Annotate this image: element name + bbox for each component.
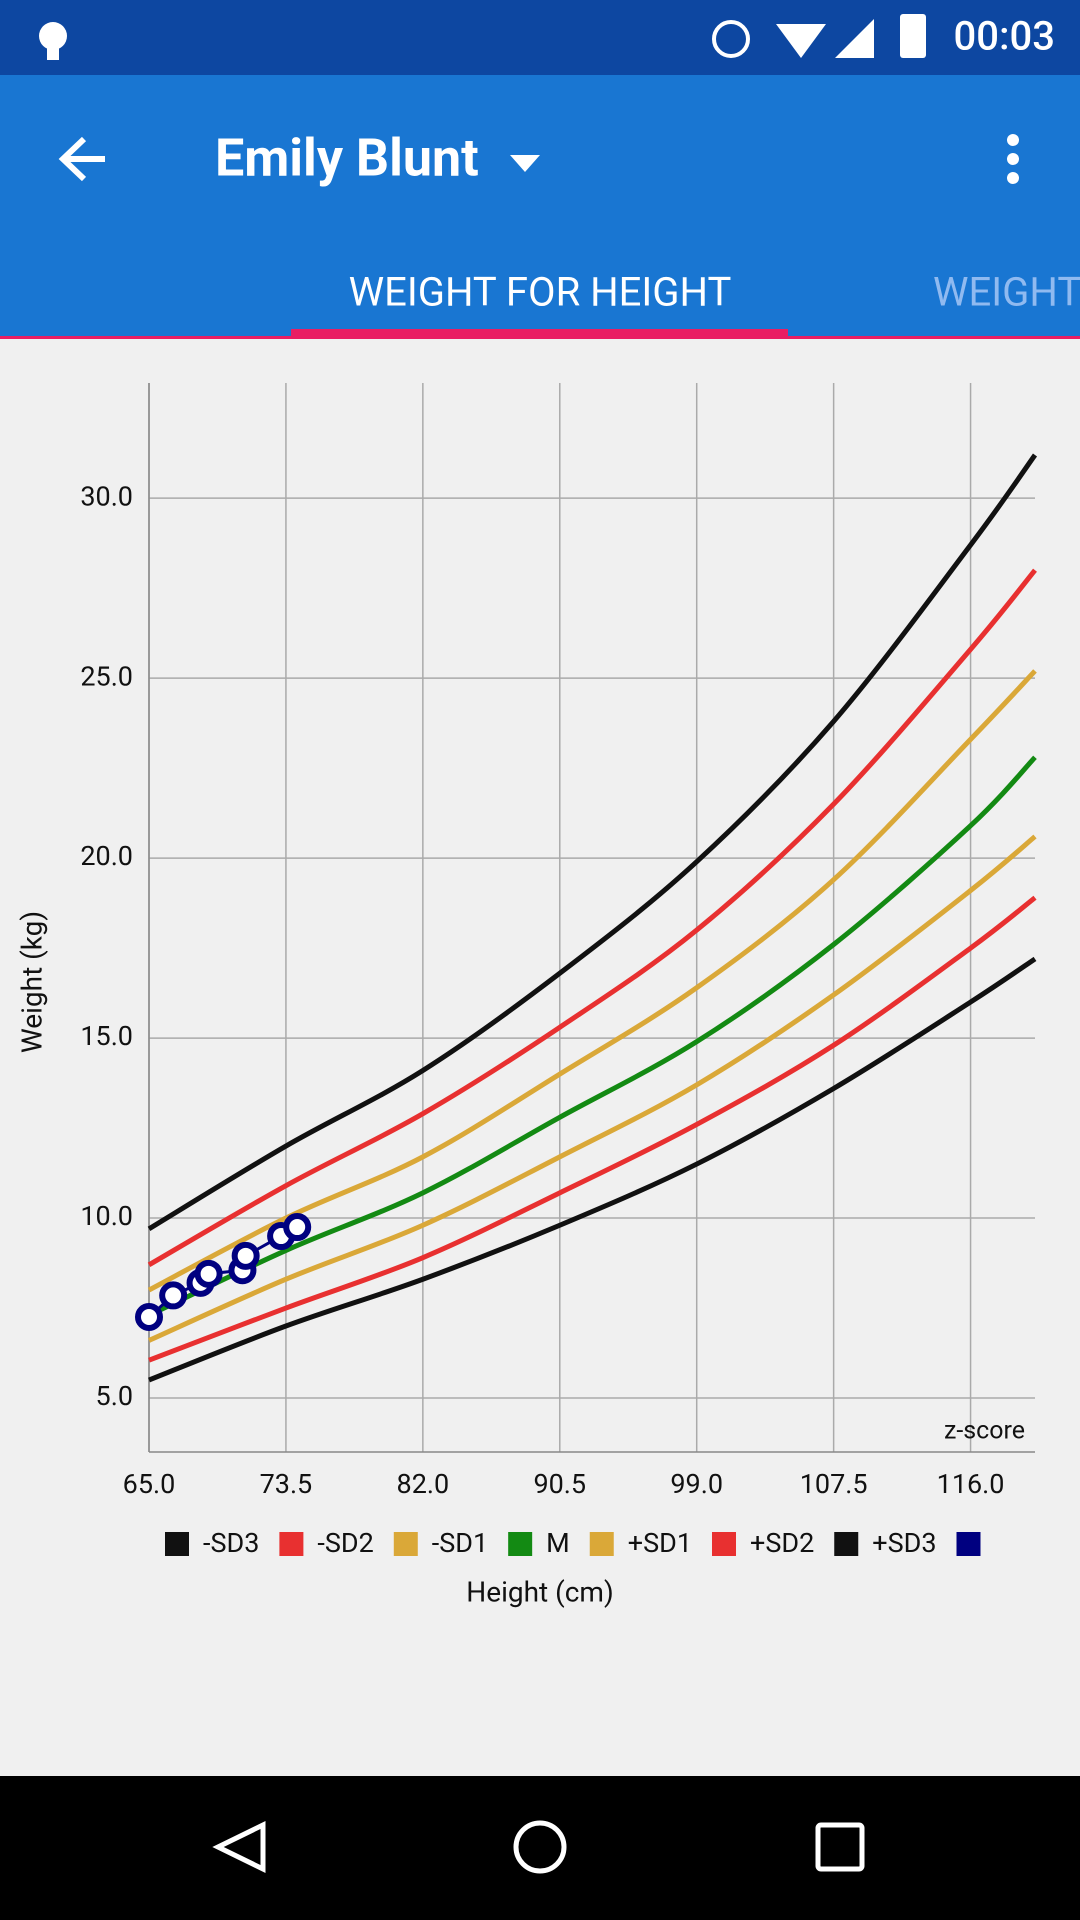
legend-swatch: [508, 1532, 533, 1556]
tab[interactable]: WEIGHT FOR HEIGHT: [349, 269, 732, 316]
legend-swatch: [712, 1532, 736, 1556]
status-time: 00:03: [954, 13, 1055, 60]
legend-swatch: [589, 1532, 614, 1556]
back-button[interactable]: [58, 136, 105, 182]
overflow-menu[interactable]: [1007, 134, 1019, 184]
nav-recents[interactable]: [815, 1822, 865, 1872]
x-axis-label: Height (cm): [466, 1575, 613, 1608]
app-bar: [0, 75, 1080, 339]
annotation: z-score: [944, 1417, 1025, 1446]
measurement-point: [135, 1303, 163, 1332]
measurement-point: [194, 1259, 223, 1288]
nav-bar: [0, 1776, 1080, 1920]
tab[interactable]: WEIGHT: [933, 269, 1080, 316]
x-tick-label: 107.5: [800, 1468, 868, 1500]
curve: [147, 669, 1037, 1293]
curve: [148, 895, 1037, 1363]
measurement-point: [159, 1281, 188, 1310]
measurement-point: [283, 1213, 312, 1242]
legend-swatch: [956, 1532, 981, 1556]
legend-label: +SD2: [750, 1527, 814, 1559]
nav-home[interactable]: [513, 1820, 567, 1874]
y-tick-label: 20.0: [80, 840, 133, 872]
curve: [147, 834, 1037, 1343]
x-tick-label: 82.0: [397, 1468, 450, 1500]
status-icons: [39, 14, 926, 60]
legend-label: M: [546, 1527, 570, 1559]
legend-swatch: [165, 1532, 189, 1556]
curve: [147, 453, 1038, 1231]
legend-label: -SD3: [203, 1527, 259, 1559]
tab-divider: [0, 336, 1080, 339]
x-tick-label: 116.0: [937, 1468, 1005, 1500]
legend-label: +SD1: [628, 1527, 692, 1559]
y-tick-label: 10.0: [80, 1200, 133, 1232]
y-axis-label: Weight (kg): [15, 911, 48, 1053]
curve: [148, 956, 1037, 1383]
x-tick-label: 73.5: [260, 1468, 313, 1500]
app-title[interactable]: Emily Blunt: [215, 128, 479, 189]
legend-label: +SD3: [872, 1527, 936, 1559]
curve: [147, 755, 1037, 1318]
legend-swatch: [393, 1532, 418, 1556]
legend-label: -SD1: [432, 1527, 488, 1559]
x-tick-label: 90.5: [533, 1468, 586, 1500]
legend-swatch: [279, 1532, 304, 1556]
y-tick-label: 25.0: [80, 660, 133, 692]
x-tick-label: 99.0: [670, 1468, 723, 1500]
y-tick-label: 15.0: [80, 1020, 133, 1052]
legend-label: -SD2: [317, 1527, 373, 1559]
x-tick-label: 65.0: [123, 1468, 176, 1500]
measurement-point: [231, 1241, 260, 1270]
nav-back[interactable]: [212, 1820, 266, 1874]
legend-swatch: [834, 1532, 859, 1556]
y-tick-label: 5.0: [96, 1380, 133, 1412]
dropdown-arrow[interactable]: [510, 155, 540, 172]
curve: [147, 568, 1037, 1267]
y-tick-label: 30.0: [80, 480, 133, 512]
tab-indicator: [291, 329, 788, 337]
chart: 5.0 10.0 15.0 20.0 25.0 30.0 65.0 73.5 82.0 90.5 9…: [80, 383, 1038, 1559]
